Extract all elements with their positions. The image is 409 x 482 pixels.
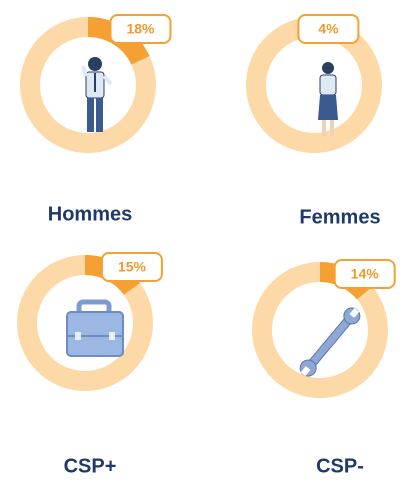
donut-title: Hommes bbox=[48, 203, 132, 225]
donut-title: CSP+ bbox=[64, 455, 117, 477]
percent-label: 15% bbox=[118, 259, 147, 275]
briefcase-icon bbox=[67, 302, 123, 356]
woman-icon bbox=[318, 62, 338, 136]
donut-title: CSP- bbox=[316, 455, 364, 477]
donut-chart: 15% CSP+ bbox=[27, 253, 162, 477]
percent-label: 14% bbox=[351, 266, 380, 282]
percent-label: 18% bbox=[126, 21, 155, 37]
donut-chart: 4% Femmes bbox=[256, 15, 381, 228]
infographic: 14% CSP- 15% CSP+ 4% Femmes 18% Hommes bbox=[0, 0, 409, 482]
man-icon bbox=[83, 57, 111, 132]
donut-title: Femmes bbox=[299, 206, 380, 228]
donut-chart: 14% CSP- bbox=[262, 260, 395, 477]
percent-label: 4% bbox=[318, 21, 339, 37]
donut-track bbox=[256, 27, 372, 143]
